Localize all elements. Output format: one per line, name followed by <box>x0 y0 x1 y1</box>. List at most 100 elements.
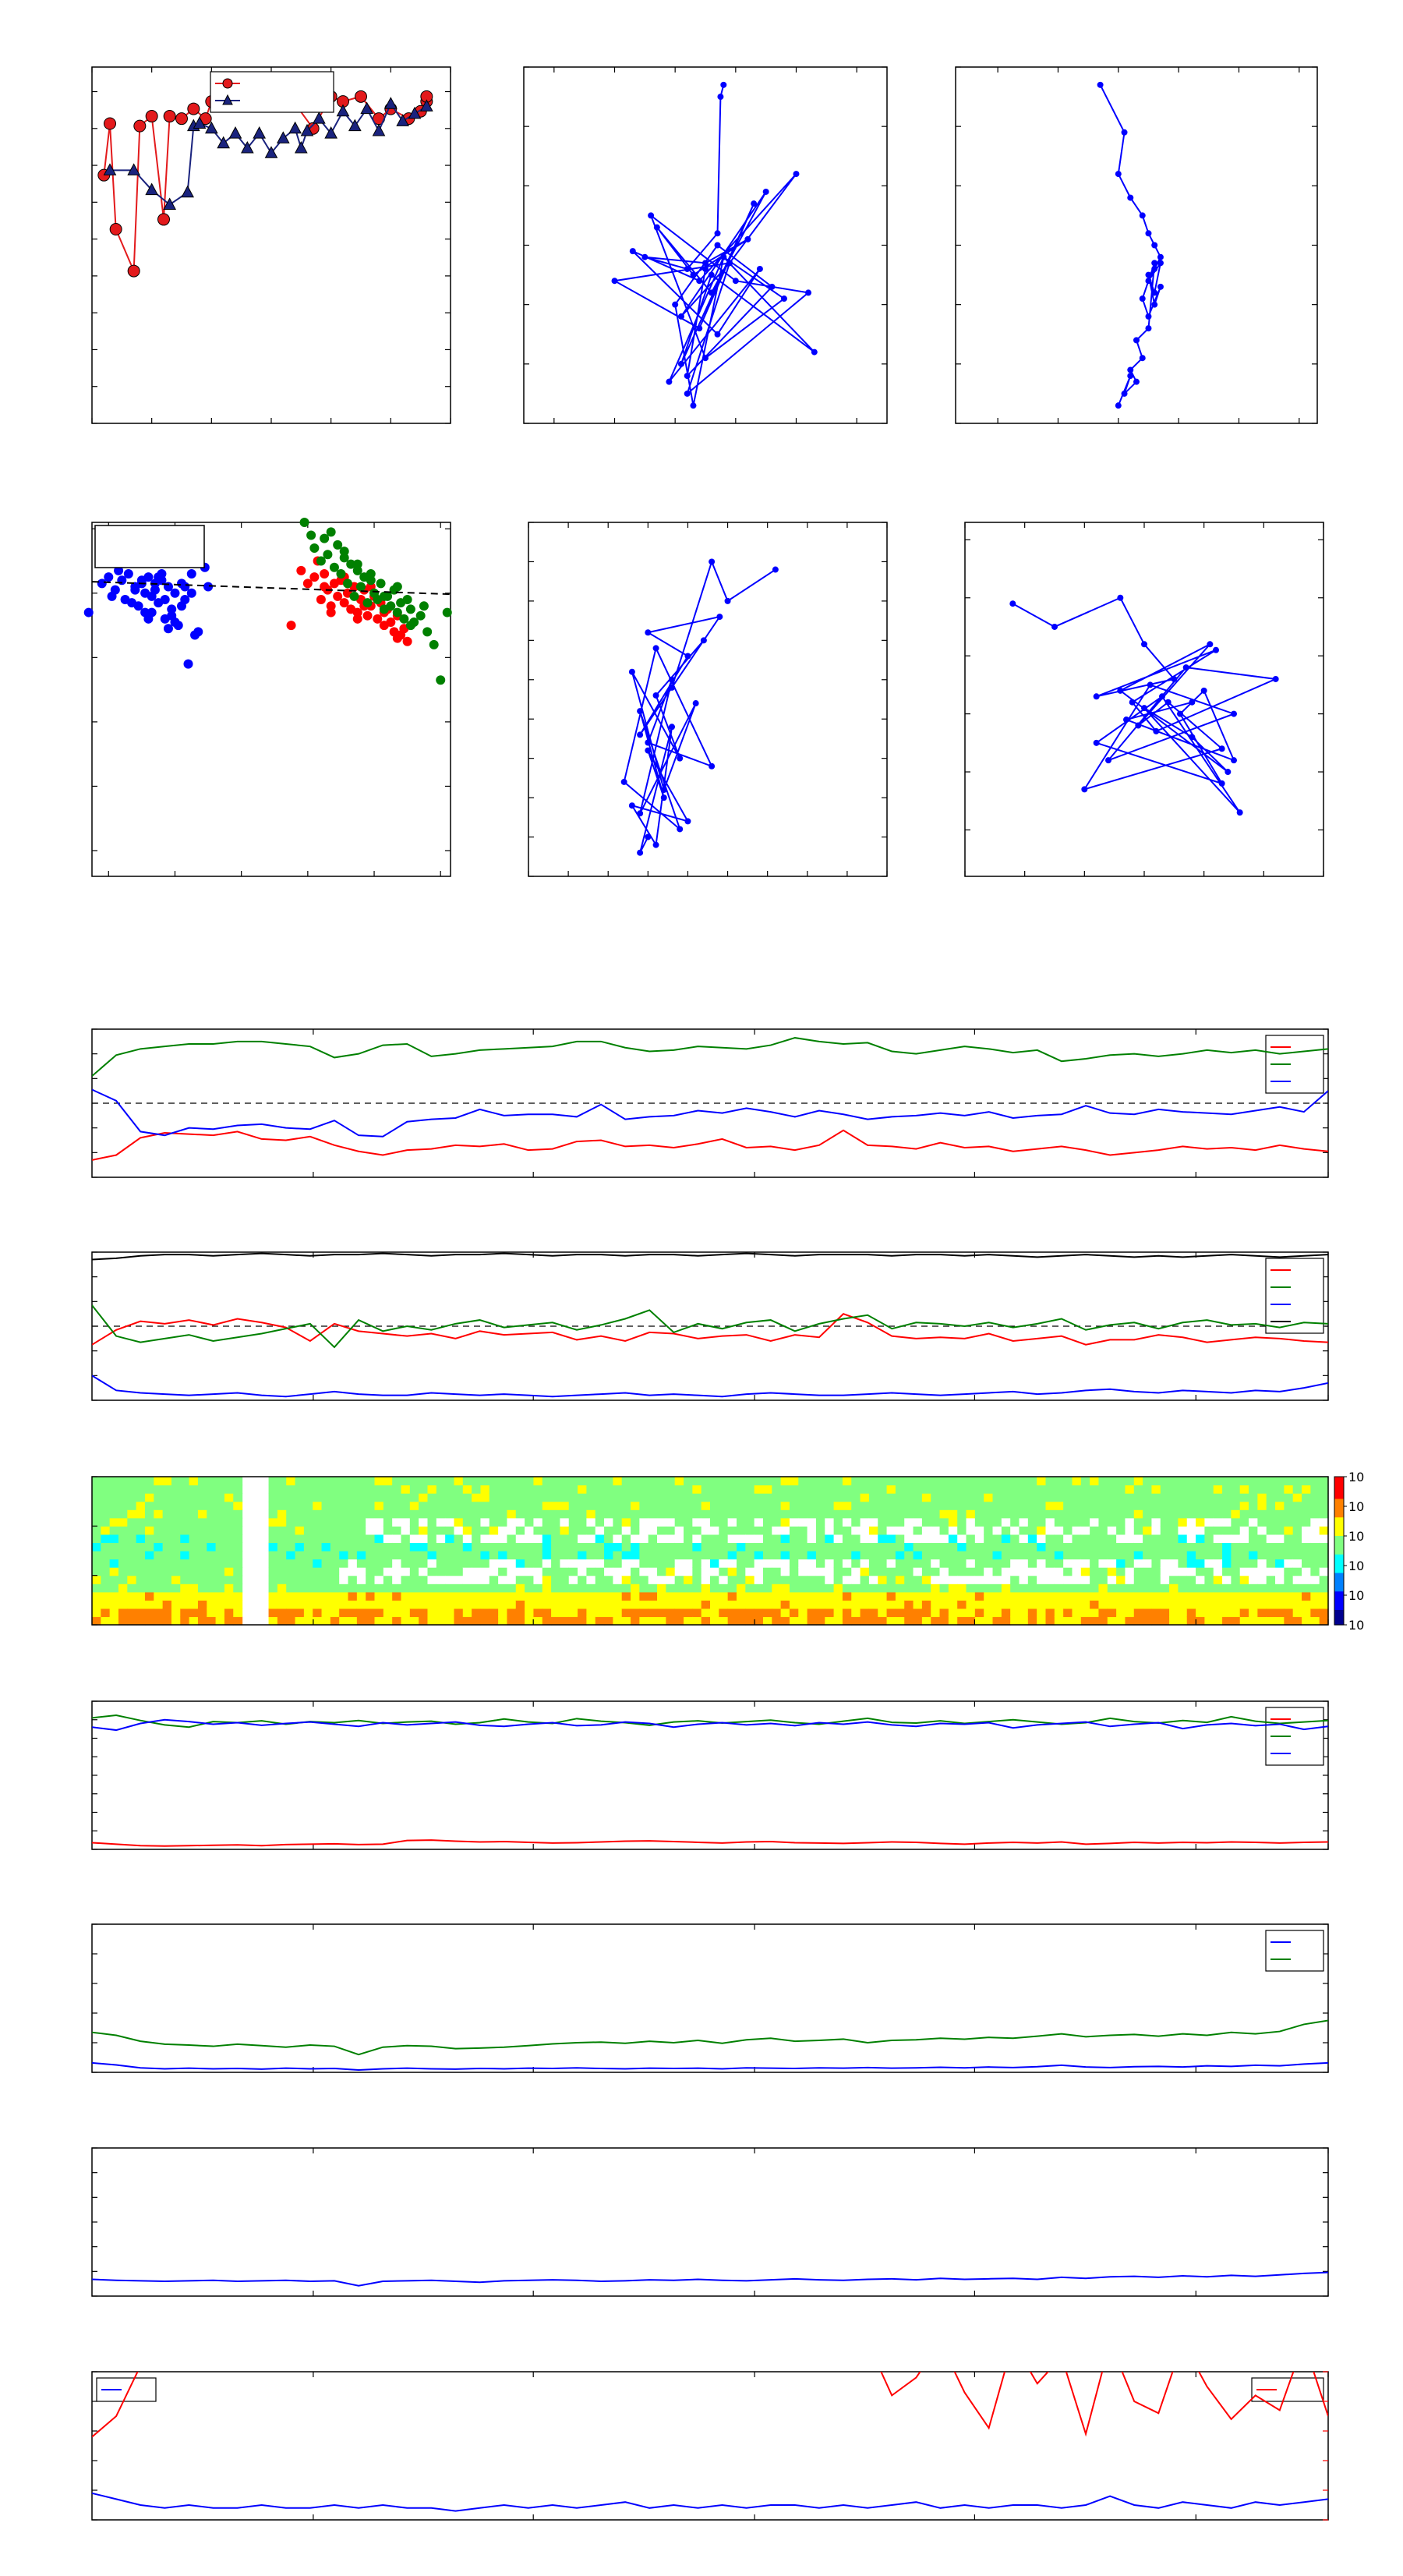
pad-cell <box>1213 1501 1223 1510</box>
pad-cell <box>1275 1575 1285 1584</box>
pad-cell <box>719 1559 729 1568</box>
pad-cell <box>436 1517 446 1527</box>
pad-cell <box>454 1501 464 1510</box>
pad-cell <box>1010 1477 1020 1486</box>
pad-cell <box>118 1600 128 1609</box>
pad-cell <box>878 1517 888 1527</box>
pad-cell <box>180 1517 190 1527</box>
pad-cell <box>1213 1526 1223 1535</box>
pad-cell <box>621 1501 631 1510</box>
pad-cell <box>842 1534 852 1544</box>
pad-cell <box>392 1559 402 1568</box>
pad-cell <box>1169 1534 1179 1544</box>
pad-cell <box>595 1534 605 1544</box>
pad-cell <box>215 1477 225 1486</box>
pad-cell <box>878 1484 888 1494</box>
pad-cell <box>1284 1542 1294 1552</box>
pad-cell <box>542 1559 552 1568</box>
pad-cell <box>277 1551 287 1560</box>
pad-cell <box>1037 1542 1047 1552</box>
pad-cell <box>895 1608 905 1618</box>
pad-cell <box>754 1509 764 1519</box>
pad-cell <box>462 1484 472 1494</box>
pad-cell <box>321 1517 331 1527</box>
pad-cell <box>1125 1575 1135 1584</box>
pad-cell <box>215 1493 225 1502</box>
pad-cell <box>701 1551 711 1560</box>
pad-cell <box>1284 1583 1294 1593</box>
pad-cell <box>772 1583 782 1593</box>
pad-cell <box>507 1591 517 1601</box>
pad-cell <box>215 1509 225 1519</box>
pad-cell <box>419 1542 429 1552</box>
pad-cell <box>780 1493 790 1502</box>
pad-cell <box>568 1509 578 1519</box>
pad-cell <box>1160 1616 1170 1626</box>
pad-cell <box>851 1542 861 1552</box>
pad-cell <box>657 1583 666 1593</box>
pad-cell <box>789 1484 799 1494</box>
pad-cell <box>568 1583 578 1593</box>
pad-cell <box>1098 1534 1108 1544</box>
pad-cell <box>807 1575 817 1584</box>
h2-point <box>1121 390 1128 397</box>
pad-cell <box>586 1509 596 1519</box>
pad-cell <box>674 1526 684 1535</box>
pad-cell <box>313 1501 323 1510</box>
pad-cell <box>366 1509 376 1519</box>
pad-cell <box>754 1493 764 1502</box>
pad-cell <box>224 1517 234 1527</box>
pad-cell <box>1037 1484 1047 1494</box>
pad-cell <box>427 1517 437 1527</box>
pad-cell <box>578 1616 587 1626</box>
pad-cell <box>657 1559 666 1568</box>
pad-cell <box>1090 1600 1100 1609</box>
pad-cell <box>348 1551 358 1560</box>
walen-point <box>130 585 140 595</box>
pad-cell <box>560 1477 570 1486</box>
pad-cell <box>833 1534 843 1544</box>
pad-cell <box>515 1542 525 1552</box>
h3-point <box>628 668 635 675</box>
pad-cell <box>419 1517 429 1527</box>
pad-cell <box>498 1559 508 1568</box>
pad-cell <box>109 1542 119 1552</box>
pad-cell <box>692 1493 702 1502</box>
pad-cell <box>1178 1501 1188 1510</box>
pad-cell <box>948 1608 958 1618</box>
pad-cell <box>525 1575 535 1584</box>
pad-cell <box>215 1501 225 1510</box>
pad-cell <box>101 1583 111 1593</box>
pad-cell <box>1249 1501 1258 1510</box>
pad-cell <box>533 1608 543 1618</box>
pad-cell <box>171 1501 181 1510</box>
pad-cell <box>1098 1591 1108 1601</box>
pad-cell <box>366 1484 376 1494</box>
pad-cell <box>313 1493 323 1502</box>
pad-cell <box>780 1517 790 1527</box>
pad-cell <box>1037 1616 1047 1626</box>
pad-cell <box>1239 1484 1249 1494</box>
pad-cell <box>330 1493 340 1502</box>
pad-cell <box>948 1509 958 1519</box>
pad-cell <box>868 1583 878 1593</box>
pad-cell <box>533 1616 543 1626</box>
pad-cell <box>480 1484 490 1494</box>
pad-cell <box>498 1567 508 1576</box>
pad-cell <box>1151 1575 1161 1584</box>
pad-cell <box>92 1517 101 1527</box>
pad-cell <box>842 1509 852 1519</box>
pad-cell <box>710 1591 719 1601</box>
pad-cell <box>815 1608 825 1618</box>
pad-cell <box>162 1591 172 1601</box>
pad-cell <box>807 1484 817 1494</box>
pad-cell <box>1063 1591 1073 1601</box>
pad-cell <box>1222 1551 1232 1560</box>
pad-cell <box>215 1484 225 1494</box>
tp-panel <box>91 2371 1329 2521</box>
pad-cell <box>974 1493 984 1502</box>
pad-cell <box>1231 1501 1241 1510</box>
walen-point <box>309 572 320 582</box>
pad-cell <box>974 1542 984 1552</box>
pad-cell <box>419 1493 429 1502</box>
